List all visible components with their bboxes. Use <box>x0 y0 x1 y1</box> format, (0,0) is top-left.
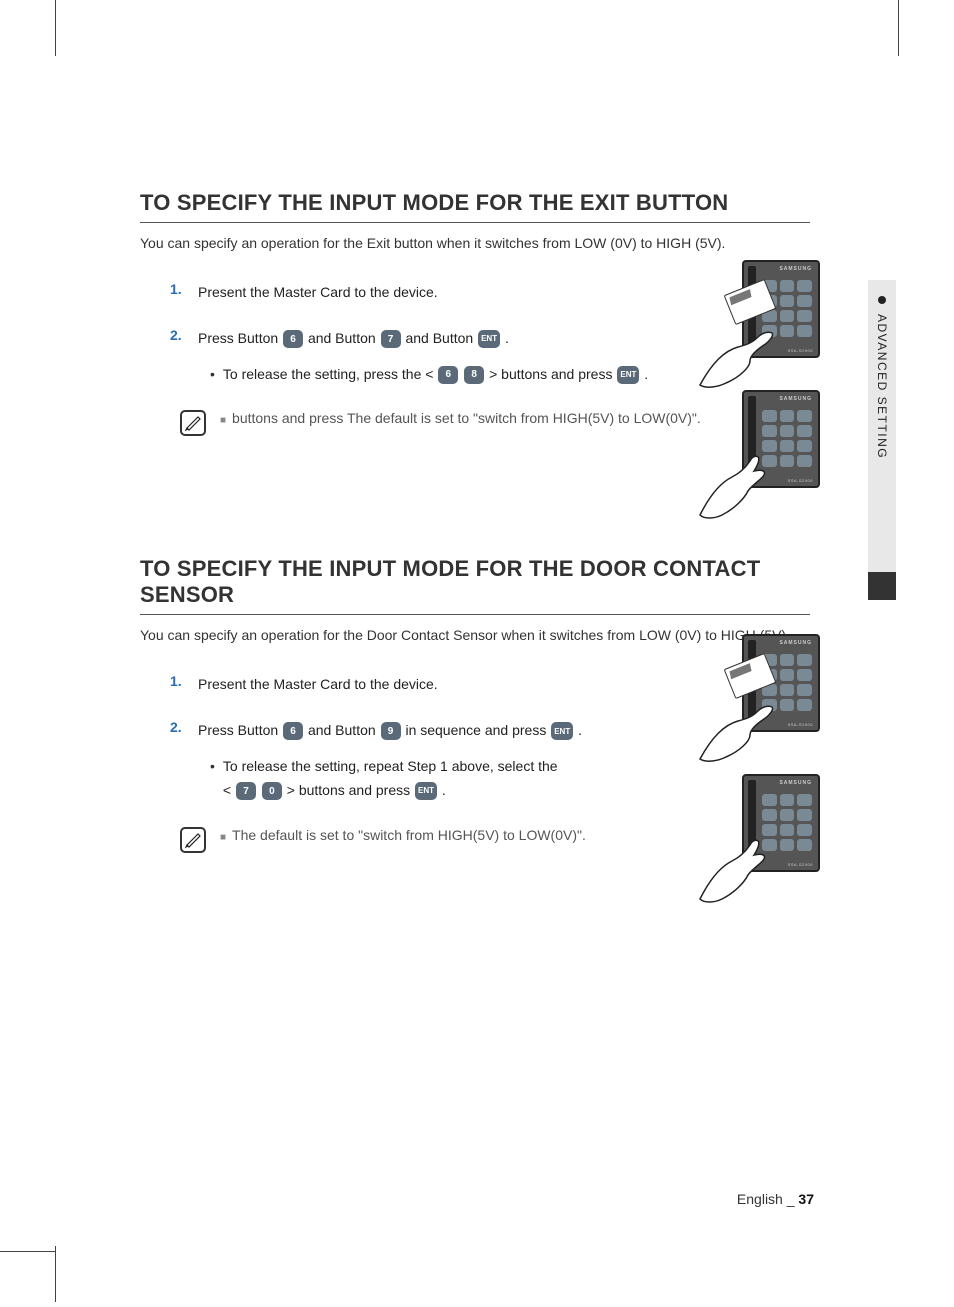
crop-mark-tl <box>55 0 56 61</box>
section-title: TO SPECIFY THE INPUT MODE FOR THE EXIT B… <box>140 190 810 223</box>
key-6-icon: 6 <box>283 722 303 740</box>
crop-mark-tr <box>898 0 899 61</box>
key-9-icon: 9 <box>381 722 401 740</box>
key-ent-icon: ENT <box>478 330 500 348</box>
step-number: 1. <box>170 281 188 297</box>
key-0-icon: 0 <box>262 782 282 800</box>
hand-icon <box>692 677 792 767</box>
note-icon <box>180 827 206 853</box>
section-title: TO SPECIFY THE INPUT MODE FOR THE DOOR C… <box>140 556 810 615</box>
figure-present-card: SAMSUNG SSA-S2000 <box>710 260 820 375</box>
key-8-icon: 8 <box>464 366 484 384</box>
key-ent-icon: ENT <box>617 366 639 384</box>
footer-language: English <box>737 1191 783 1207</box>
section-door-contact: TO SPECIFY THE INPUT MODE FOR THE DOOR C… <box>140 556 810 852</box>
step-text: Press Button 6 and Button 7 and Button E… <box>198 330 509 346</box>
section-intro: You can specify an operation for the Exi… <box>140 235 810 251</box>
crop-mark-bl-h <box>0 1196 56 1252</box>
key-ent-icon: ENT <box>551 722 573 740</box>
bullet-icon: • <box>210 363 215 387</box>
note-text: ■buttons and press The default is set to… <box>220 410 701 426</box>
bullet-icon: • <box>210 755 215 803</box>
brand-label: SAMSUNG <box>779 266 812 272</box>
side-tab-label: ADVANCED SETTING <box>875 314 889 459</box>
step-number: 2. <box>170 719 188 735</box>
brand-label: SAMSUNG <box>779 780 812 786</box>
note-text: ■The default is set to "switch from HIGH… <box>220 827 586 843</box>
step-number: 2. <box>170 327 188 343</box>
key-6-icon: 6 <box>283 330 303 348</box>
hand-icon <box>692 433 792 523</box>
key-7-icon: 7 <box>381 330 401 348</box>
figure-press-keypad: SAMSUNG SSA-S2000 <box>710 390 820 505</box>
hand-icon <box>692 817 792 907</box>
hand-icon <box>692 303 792 393</box>
page-number: 37 <box>798 1191 814 1207</box>
step-number: 1. <box>170 673 188 689</box>
key-6-icon: 6 <box>438 366 458 384</box>
side-tab: ADVANCED SETTING <box>868 280 896 590</box>
brand-label: SAMSUNG <box>779 640 812 646</box>
note-icon <box>180 410 206 436</box>
page-footer: English _ 37 <box>737 1191 814 1207</box>
figure-press-keypad: SAMSUNG SSA-S2000 <box>710 774 820 889</box>
section-exit-button: TO SPECIFY THE INPUT MODE FOR THE EXIT B… <box>140 190 810 436</box>
key-ent-icon: ENT <box>415 782 437 800</box>
brand-label: SAMSUNG <box>779 396 812 402</box>
page-content: TO SPECIFY THE INPUT MODE FOR THE EXIT B… <box>140 190 810 853</box>
key-7-icon: 7 <box>236 782 256 800</box>
side-tab-dark <box>868 572 896 600</box>
step-text: Press Button 6 and Button 9 in sequence … <box>198 722 582 738</box>
crop-mark-bl <box>55 1246 56 1307</box>
figure-present-card: SAMSUNG SSA-S2000 <box>710 634 820 749</box>
